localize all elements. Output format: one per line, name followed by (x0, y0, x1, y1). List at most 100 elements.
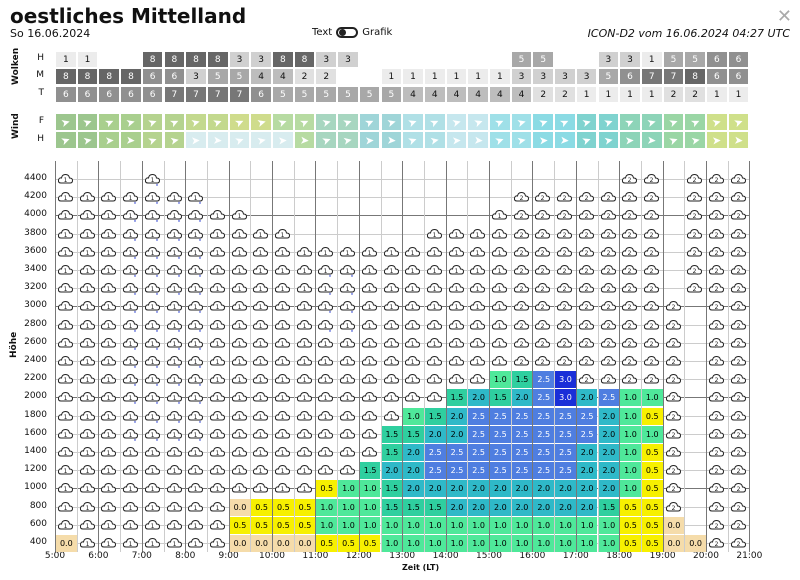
svg-text:1: 1 (324, 341, 328, 348)
svg-text:1: 1 (367, 250, 371, 257)
wind-arrow-icon: ➤ (515, 114, 528, 130)
cloud-icon: 1 (122, 189, 139, 204)
cloud-icon: 2 (730, 298, 747, 313)
svg-text:1: 1 (85, 195, 89, 202)
thermal-cell: 2.0 (576, 443, 598, 462)
svg-text:1: 1 (64, 486, 68, 493)
cloud-icon: 2 (730, 499, 747, 514)
svg-text:2: 2 (736, 323, 740, 330)
cloud-icon: 2 (665, 317, 682, 332)
svg-text:1: 1 (150, 232, 154, 239)
cloud-icon: 1 (122, 480, 139, 495)
wind-arrow-icon: ➤ (493, 132, 507, 148)
toggle-switch[interactable] (336, 27, 359, 38)
svg-text:2: 2 (736, 268, 740, 275)
cloud-icon: 1 (122, 353, 139, 368)
grid-line (337, 160, 339, 553)
cloud-icon: 1 (166, 389, 183, 404)
svg-text:2: 2 (541, 268, 545, 275)
cloud-icon: 1 (57, 480, 74, 495)
thermal-value: 2.5 (450, 447, 464, 457)
wind-arrow-icon: ➤ (558, 114, 572, 130)
cloud-icon: 1 (231, 298, 248, 313)
cloud-icon: 2 (665, 444, 682, 459)
thermal-value: 1.0 (493, 520, 507, 530)
cloud-icon: 1 (209, 262, 226, 277)
cloud-icon: 1 (187, 480, 204, 495)
wind-arrow-icon: ➤ (364, 133, 375, 147)
svg-text:2: 2 (693, 268, 697, 275)
cloud-cell: 5 (337, 86, 359, 103)
wind-arrow-icon: ➤ (125, 133, 136, 147)
wind-arrow-icon: ➤ (81, 132, 94, 148)
cloud-row-label: M (36, 70, 44, 80)
svg-text:1: 1 (324, 286, 328, 293)
wind-cell: ➤ (228, 113, 251, 131)
svg-text:1: 1 (324, 395, 328, 402)
thermal-value: 0.5 (645, 466, 659, 476)
thermal-value: 1.0 (342, 484, 355, 494)
svg-text:1: 1 (367, 395, 371, 402)
cloud-icon: 1 (144, 371, 161, 386)
svg-text:1: 1 (411, 286, 415, 293)
svg-text:1: 1 (150, 323, 154, 330)
cloud-icon: 1 (231, 353, 248, 368)
cloud-icon: 2 (686, 189, 703, 204)
wind-cell: ➤ (575, 131, 598, 149)
cloud-icon: 2 (556, 189, 573, 204)
cloud-icon: 2 (665, 298, 682, 313)
thermal-cell: 2.5 (468, 407, 489, 425)
thermal-value: 1.0 (493, 375, 507, 385)
cloud-cell: 5 (272, 86, 294, 103)
cloud-icon: 1 (296, 317, 313, 332)
wind-arrow-icon: ➤ (102, 114, 117, 130)
thermal-value: 2.5 (580, 429, 594, 439)
cloud-icon: 1 (100, 262, 117, 277)
svg-text:2: 2 (563, 268, 567, 275)
thermal-cell: 2.5 (424, 443, 446, 462)
thermal-cell: 1.0 (403, 534, 424, 553)
svg-text:1: 1 (498, 304, 502, 311)
svg-text:1: 1 (215, 541, 219, 548)
cloud-icon: 1 (122, 444, 139, 459)
wind-arrow-icon: ➤ (406, 132, 420, 148)
cloud-icon: 1 (426, 244, 443, 259)
thermal-value: 2.0 (450, 411, 464, 421)
wind-arrow-icon: ➤ (232, 132, 246, 148)
thermal-value: 2.0 (559, 484, 572, 494)
cloud-icon: 1 (209, 444, 226, 459)
cloud-icon: 1 (100, 444, 117, 459)
cloud-icon: 1 (166, 207, 183, 222)
cloud-cell: 7 (185, 86, 207, 103)
cloud-icon: 1 (426, 353, 443, 368)
cloud-icon: 2 (708, 371, 725, 386)
grid-line (358, 160, 360, 553)
close-icon[interactable]: ✕ (776, 6, 792, 27)
thermal-cell: 2.0 (576, 462, 598, 480)
svg-text:1: 1 (411, 377, 415, 384)
svg-text:1: 1 (432, 377, 436, 384)
grid-line (185, 160, 187, 553)
svg-text:2: 2 (519, 341, 523, 348)
y-tick-label: 2400 (24, 355, 47, 365)
thermal-cell: 1.5 (403, 498, 424, 516)
clouds-section-label: Wolken (11, 47, 21, 85)
thermal-cell: 1.0 (403, 407, 424, 425)
thermal-cell: 2.5 (576, 425, 598, 443)
wind-cell: ➤ (684, 113, 706, 131)
thermal-value: 2.0 (580, 484, 594, 494)
svg-text:1: 1 (129, 377, 133, 384)
svg-text:1: 1 (476, 268, 480, 275)
grid-line (749, 160, 751, 553)
cloud-icon: 1 (209, 408, 226, 423)
svg-text:1: 1 (107, 377, 111, 384)
cloud-icon: 1 (166, 244, 183, 259)
svg-text:2: 2 (584, 195, 588, 202)
wind-arrow-icon: ➤ (646, 133, 657, 147)
svg-text:2: 2 (736, 341, 740, 348)
svg-text:1: 1 (259, 414, 263, 421)
wind-arrow-icon: ➤ (189, 114, 203, 130)
cloud-icon: 1 (469, 353, 486, 368)
view-toggle[interactable]: Text Grafik (312, 27, 392, 38)
svg-text:2: 2 (628, 304, 632, 311)
